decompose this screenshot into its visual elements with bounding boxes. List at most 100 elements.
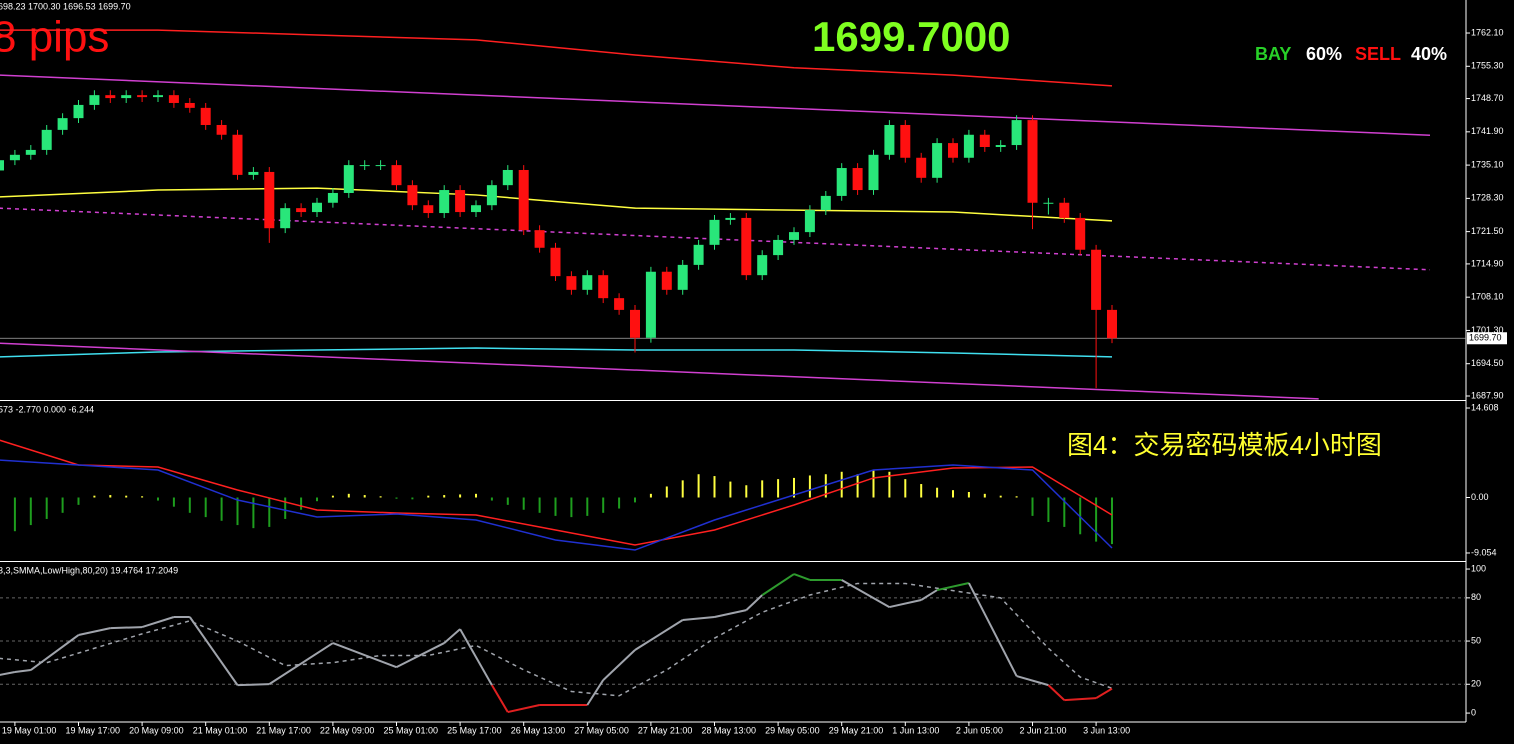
- y-tick-label: 1741.90: [1471, 126, 1504, 136]
- stochastic-header: 3,3,SMMA,Low/High,80,20) 19.4764 17.2049: [0, 565, 178, 575]
- candle-body: [359, 165, 370, 167]
- candle-body: [789, 232, 799, 240]
- candle-body: [200, 107, 211, 125]
- main-line-segment: [1047, 684, 1065, 701]
- x-tick-label: 21 May 17:00: [256, 725, 311, 735]
- main-line-segment: [396, 642, 445, 669]
- candle-body: [153, 95, 163, 98]
- y-tick-label: 1728.30: [1471, 193, 1504, 203]
- candle-body: [312, 202, 322, 213]
- candle-body: [630, 309, 640, 338]
- buy-label: BAY: [1255, 44, 1291, 64]
- candle-body: [375, 165, 386, 167]
- main-line-segment: [332, 642, 397, 669]
- candle-body: [89, 95, 100, 105]
- candle-body: [1059, 202, 1070, 218]
- main-line-segment: [889, 599, 922, 609]
- x-tick-label: 29 May 21:00: [829, 725, 884, 735]
- y-tick-label: 80: [1471, 592, 1481, 602]
- candle-body: [948, 143, 958, 158]
- candle-body: [0, 160, 4, 171]
- main-line-segment: [237, 683, 270, 687]
- main-line-segment: [30, 634, 80, 671]
- candle-body: [614, 298, 625, 310]
- candle-body: [963, 134, 974, 158]
- main-line-segment: [761, 573, 795, 596]
- main-line-segment: [188, 616, 239, 686]
- main-line-segment: [745, 594, 763, 611]
- candle-body: [900, 124, 911, 158]
- candle-body: [73, 104, 84, 119]
- candle-body: [725, 217, 736, 220]
- candle-body: [820, 195, 831, 211]
- x-tick-label: 2 Jun 05:00: [956, 725, 1003, 735]
- main-line-segment: [936, 582, 970, 592]
- main-line-segment: [507, 704, 540, 714]
- candle-body: [327, 192, 338, 203]
- y-tick-label: 50: [1471, 635, 1481, 645]
- x-tick-label: 3 Jun 13:00: [1083, 725, 1130, 735]
- candle-body: [391, 165, 402, 186]
- y-tick-label: 1735.10: [1471, 159, 1504, 169]
- main-line-segment: [634, 619, 684, 651]
- candle-body: [598, 275, 609, 299]
- main-line-segment: [443, 628, 461, 644]
- candle-body: [137, 95, 148, 98]
- main-line-segment: [968, 582, 1018, 677]
- y-tick-label: 1721.50: [1471, 226, 1504, 236]
- candle-body: [1075, 217, 1086, 250]
- candle-body: [1027, 120, 1038, 203]
- overlay-line: [0, 342, 1319, 400]
- main-line-segment: [110, 626, 143, 630]
- candle-body: [1107, 309, 1117, 339]
- candle-body: [232, 134, 243, 175]
- candle-body: [471, 205, 481, 213]
- last-price-box: [1467, 332, 1507, 345]
- candle-body: [455, 190, 466, 213]
- candle-body: [248, 171, 259, 175]
- candle-body: [995, 145, 1006, 147]
- main-line-segment: [268, 642, 334, 685]
- x-tick-label: 26 May 13:00: [511, 725, 566, 735]
- candle-body: [741, 217, 752, 276]
- main-line-segment: [1064, 697, 1097, 702]
- candle-body: [677, 264, 688, 290]
- sell-value: 40%: [1411, 44, 1447, 64]
- candle-body: [916, 157, 927, 178]
- candle-body: [804, 210, 815, 233]
- candle-body: [264, 171, 275, 229]
- price-text: 1699.7000: [812, 13, 1011, 60]
- x-tick-label: 21 May 01:00: [193, 725, 248, 735]
- candle-body: [41, 129, 52, 150]
- main-line-segment: [1016, 675, 1049, 687]
- x-tick-label: 25 May 17:00: [447, 725, 502, 735]
- main-line-segment: [793, 573, 811, 581]
- x-tick-label: 2 Jun 21:00: [1020, 725, 1067, 735]
- y-tick-label: 20: [1471, 679, 1481, 689]
- candle-body: [280, 208, 291, 229]
- y-tick-label: 1687.90: [1471, 390, 1504, 400]
- x-tick-label: 22 May 09:00: [320, 725, 375, 735]
- y-tick-label: 1701.30: [1471, 325, 1504, 335]
- candle-body: [550, 247, 561, 277]
- candle-body: [168, 95, 179, 103]
- pips-text: 8 pips: [0, 13, 109, 62]
- candle-body: [184, 102, 195, 108]
- main-line-segment: [1095, 687, 1113, 699]
- main-line-segment: [491, 684, 509, 713]
- overlay-line: [0, 29, 1113, 87]
- price-header: 698.23 1700.30 1696.53 1699.70: [0, 1, 131, 11]
- y-tick-label: 0: [1471, 707, 1476, 717]
- main-line-segment: [586, 679, 605, 706]
- overlay-line: [0, 74, 1431, 137]
- candle-body: [884, 124, 895, 155]
- candle-body: [57, 118, 68, 130]
- candle-body: [645, 271, 656, 338]
- candle-body: [709, 219, 720, 245]
- sell-label: SELL: [1355, 44, 1401, 64]
- y-tick-label: 1714.90: [1471, 258, 1504, 268]
- candle-body: [1011, 120, 1022, 146]
- candle-body: [534, 230, 545, 248]
- overlay-line: [0, 187, 1113, 222]
